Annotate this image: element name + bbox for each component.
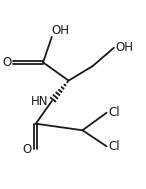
Text: Cl: Cl bbox=[109, 140, 120, 153]
Text: OH: OH bbox=[52, 25, 70, 37]
Text: HN: HN bbox=[31, 94, 48, 108]
Text: OH: OH bbox=[115, 41, 133, 54]
Text: O: O bbox=[22, 143, 32, 156]
Text: Cl: Cl bbox=[109, 106, 120, 119]
Text: O: O bbox=[2, 56, 11, 69]
